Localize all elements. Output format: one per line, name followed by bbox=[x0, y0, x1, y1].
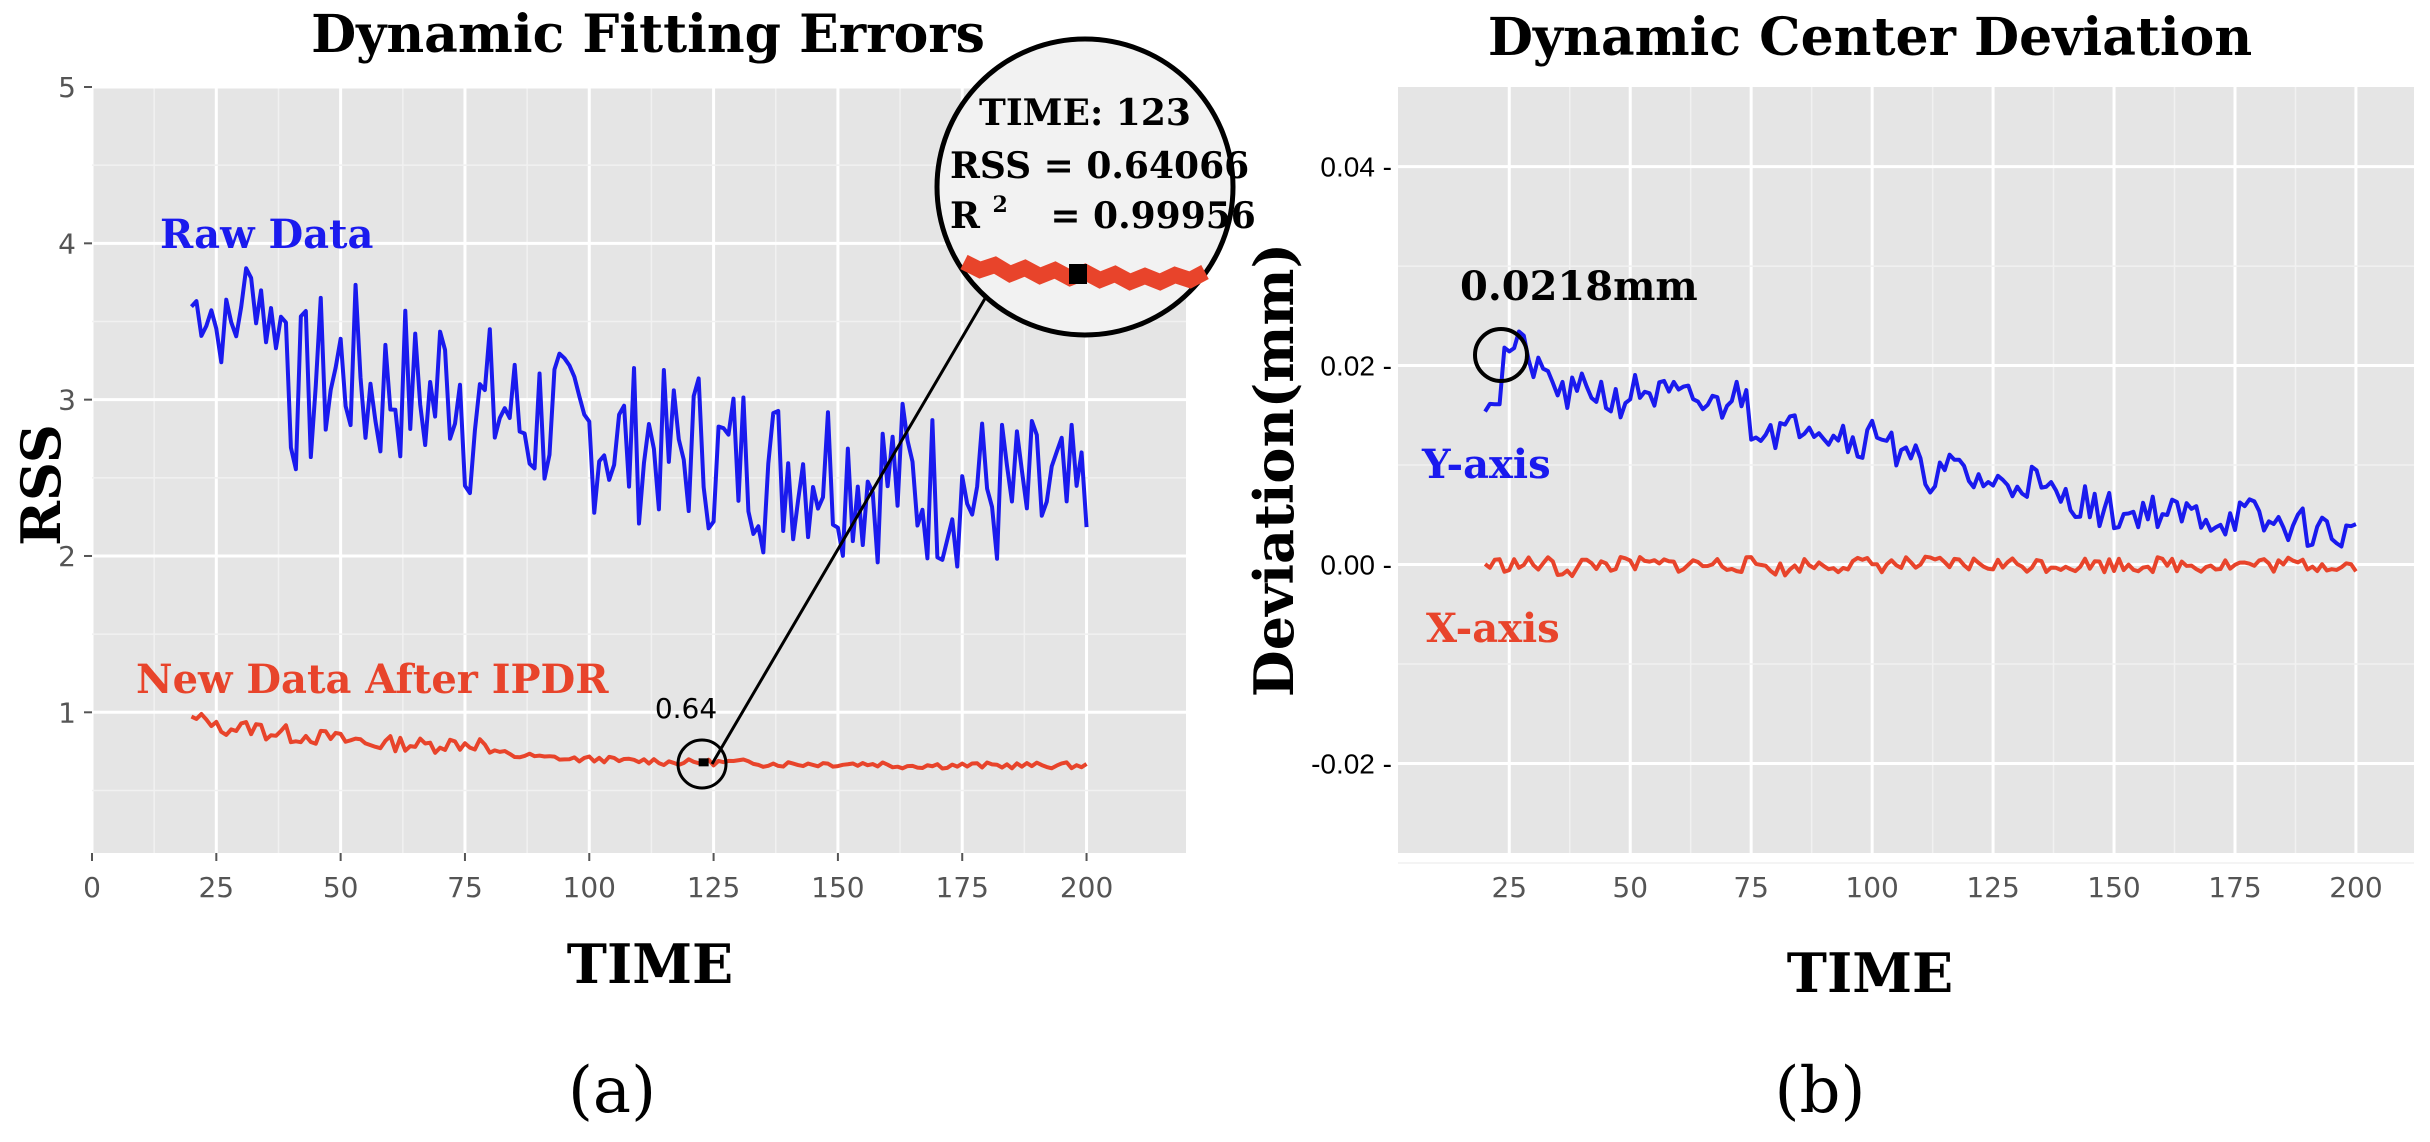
chart-b-series bbox=[1483, 329, 2358, 579]
series-line-y-axis bbox=[1483, 329, 2357, 549]
chart-b-xtick-label: 100 bbox=[1845, 871, 1898, 904]
chart-a-xtick-label: 100 bbox=[563, 871, 616, 904]
annotation-b-value: 0.0218mm bbox=[1460, 263, 1698, 310]
chart-a-ytick-label: 4 bbox=[58, 227, 76, 260]
chart-a-ticks: 0 25 50 75 100 125 150 175 200 1 2 3 4 5 bbox=[58, 71, 1113, 904]
chart-b-xtick-label: 175 bbox=[2208, 871, 2261, 904]
chart-b-xtick-label: 75 bbox=[1733, 871, 1769, 904]
chart-b-ytick-label: 0.04 - bbox=[1320, 152, 1392, 183]
chart-b-xtick-label: 150 bbox=[2087, 871, 2140, 904]
chart-a-xlabel: TIME bbox=[567, 932, 733, 996]
chart-a-ytick-label: 2 bbox=[58, 540, 76, 573]
zoom-r2-prefix: R bbox=[950, 195, 981, 237]
chart-b-ticks: 25 50 75 100 125 150 175 200 0.04 - 0.02 - 0.00 - -… bbox=[1311, 152, 2383, 904]
series-label-x-axis: X-axis bbox=[1426, 605, 1560, 652]
annotation-a-circle bbox=[676, 738, 728, 790]
zoom-r2-value: = 0.99956 bbox=[1050, 195, 1256, 237]
zoom-r2-superscript: 2 bbox=[992, 192, 1007, 218]
annotation-a-marker bbox=[698, 758, 709, 767]
series-line-x-axis bbox=[1483, 554, 2358, 579]
panel-b-label: (b) bbox=[1775, 1054, 1866, 1128]
chart-a-title: Dynamic Fitting Errors bbox=[311, 4, 985, 65]
panel-b: Dynamic Center Deviation 25 50 75 100 125 150… bbox=[1242, 7, 2414, 1128]
chart-b-grid bbox=[1398, 87, 2414, 864]
series-line-new-data bbox=[190, 712, 1088, 771]
chart-a-xtick-label: 50 bbox=[323, 871, 359, 904]
chart-b-title: Dynamic Center Deviation bbox=[1488, 7, 2252, 68]
chart-b-ytick-label: 0.00 - bbox=[1320, 550, 1392, 581]
chart-b-xtick-label: 25 bbox=[1491, 871, 1527, 904]
panel-a-label: (a) bbox=[568, 1054, 656, 1128]
zoom-r2-label: R 2 = 0.99956 bbox=[950, 179, 1256, 237]
chart-a-ytick-label: 3 bbox=[58, 384, 76, 417]
zoom-rss-label: RSS = 0.64066 bbox=[950, 145, 1249, 187]
zoom-inset-circle bbox=[934, 36, 1236, 338]
chart-b-xlabel: TIME bbox=[1787, 941, 1953, 1005]
zoom-connector-line bbox=[710, 289, 992, 765]
zoom-marker bbox=[1069, 264, 1087, 284]
chart-b-xtick-label: 200 bbox=[2329, 871, 2382, 904]
chart-b-ytick-label: -0.02 - bbox=[1311, 748, 1392, 779]
chart-a-xtick-label: 175 bbox=[936, 871, 989, 904]
chart-a-ytick-label: 1 bbox=[58, 696, 76, 729]
chart-b-plot-area bbox=[1398, 87, 2414, 853]
series-line-raw-data bbox=[189, 266, 1089, 569]
chart-a-xtick-label: 150 bbox=[811, 871, 864, 904]
chart-a-xtick-label: 200 bbox=[1060, 871, 1113, 904]
chart-b-xtick-label: 125 bbox=[1966, 871, 2019, 904]
zoom-inset: TIME: 123 RSS = 0.64066 R 2 = 0.99956 bbox=[934, 36, 1256, 338]
chart-a-xtick-label: 25 bbox=[198, 871, 234, 904]
chart-a-series bbox=[189, 266, 1089, 771]
panel-a: Dynamic Fitting Errors 0 25 50 75 100 125 150 1… bbox=[9, 4, 1256, 1128]
chart-b-ylabel: Deviation(mm) bbox=[1242, 243, 1306, 697]
annotation-a-value: 0.64 bbox=[655, 692, 717, 725]
chart-a-xtick-label: 75 bbox=[447, 871, 483, 904]
series-label-raw-data: Raw Data bbox=[160, 211, 373, 258]
chart-a-ytick-label: 5 bbox=[58, 71, 76, 104]
chart-b-ytick-label: 0.02 - bbox=[1320, 351, 1392, 382]
series-label-new-data: New Data After IPDR bbox=[136, 656, 609, 703]
chart-a-xtick-label: 0 bbox=[83, 871, 101, 904]
series-label-y-axis: Y-axis bbox=[1421, 441, 1551, 488]
chart-a-xtick-label: 125 bbox=[687, 871, 740, 904]
zoom-time-label: TIME: 123 bbox=[979, 92, 1191, 134]
annotation-b-circle bbox=[1473, 327, 1529, 383]
chart-a-ylabel: RSS bbox=[9, 424, 73, 546]
chart-b-xtick-label: 50 bbox=[1612, 871, 1648, 904]
